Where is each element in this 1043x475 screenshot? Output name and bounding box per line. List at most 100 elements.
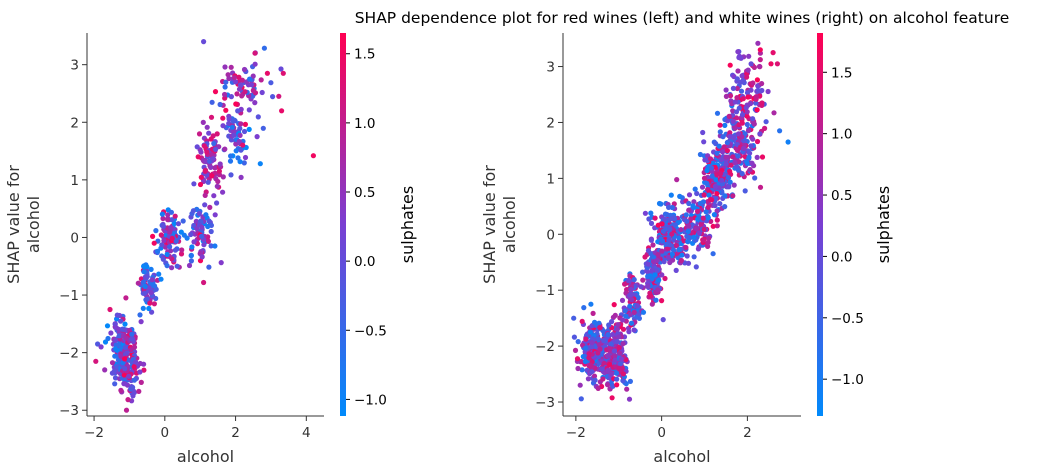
white-wines-point xyxy=(667,226,673,232)
white-wines-point xyxy=(607,346,613,352)
white-wines-point xyxy=(614,338,620,345)
white-wines-point xyxy=(642,210,649,216)
white-wines-point xyxy=(736,159,742,165)
white-wines-point xyxy=(745,128,752,134)
red-wines-point xyxy=(121,372,127,378)
white-wines-point xyxy=(624,386,630,392)
red-wines-x-tick-label: 0 xyxy=(161,425,170,441)
white-wines-point xyxy=(743,105,749,111)
red-wines-point xyxy=(191,239,197,245)
white-wines-point xyxy=(756,63,763,70)
red-wines-point xyxy=(222,95,228,101)
white-wines-point xyxy=(712,202,718,209)
white-wines-point xyxy=(631,277,637,283)
red-wines-point xyxy=(246,126,252,132)
white-wines-point xyxy=(617,350,623,356)
white-wines-point xyxy=(724,148,731,154)
red-wines-point xyxy=(133,359,139,365)
white-wines-point xyxy=(700,199,707,205)
red-wines-point xyxy=(141,269,147,275)
white-wines-point xyxy=(600,376,606,382)
white-wines-point xyxy=(723,93,730,99)
white-wines-point xyxy=(693,226,700,232)
white-wines-point xyxy=(645,273,651,279)
white-wines-point xyxy=(713,177,719,183)
red-wines-point xyxy=(109,370,115,376)
white-wines-point xyxy=(634,303,640,309)
white-wines-point xyxy=(587,329,593,335)
red-wines-y-axis-label-line: SHAP value for xyxy=(4,165,23,284)
white-wines-point xyxy=(730,85,737,91)
red-wines-point xyxy=(199,233,205,239)
white-wines-point xyxy=(749,160,755,166)
white-wines-point xyxy=(723,161,729,167)
white-wines-point xyxy=(714,208,720,214)
red-wines-point xyxy=(216,168,222,174)
white-wines-point xyxy=(754,107,760,113)
red-wines-point xyxy=(252,100,258,106)
white-wines-point xyxy=(757,47,763,53)
red-wines-point xyxy=(113,346,119,352)
white-wines-point xyxy=(744,121,750,128)
red-wines-point xyxy=(220,115,226,121)
white-wines-colorbar: −1.0 −0.5 0.0 0.5 1.0 1.5 xyxy=(817,33,864,416)
white-wines-point xyxy=(652,272,658,278)
red-wines-colorbar: −1.0 −0.5 0.0 0.5 1.0 1.5 xyxy=(340,33,387,416)
red-wines-point xyxy=(128,347,134,353)
white-wines-point xyxy=(701,226,707,232)
white-wines-x-tick-label: −2 xyxy=(566,425,586,441)
white-wines-point xyxy=(616,345,622,351)
white-wines-point xyxy=(721,144,727,150)
white-wines-point xyxy=(653,297,659,303)
white-wines-colorbar-tick-label: 0.0 xyxy=(831,249,852,265)
white-wines-point xyxy=(755,40,761,46)
red-wines-point xyxy=(231,132,237,138)
white-wines-point xyxy=(597,324,603,331)
white-wines-point xyxy=(597,346,603,352)
white-wines-point xyxy=(690,203,696,209)
white-wines-point xyxy=(750,116,756,122)
white-wines-point xyxy=(696,230,703,236)
white-wines-point xyxy=(608,341,614,347)
white-wines-point xyxy=(648,293,654,299)
white-wines-point xyxy=(704,167,710,174)
red-wines-point xyxy=(165,212,171,218)
white-wines-point xyxy=(747,167,753,173)
white-wines-point xyxy=(694,208,701,214)
red-wines-point xyxy=(208,243,214,249)
white-wines-colorbar-tick-label: 1.0 xyxy=(831,127,852,143)
red-wines-point xyxy=(167,244,173,250)
red-wines-point xyxy=(138,319,144,325)
red-wines-point xyxy=(135,280,141,286)
red-wines-point xyxy=(191,181,197,187)
white-wines-point xyxy=(683,244,689,251)
red-wines-point xyxy=(239,77,245,83)
red-wines-point xyxy=(241,66,248,73)
white-wines-point xyxy=(691,234,697,240)
red-wines-point xyxy=(222,84,228,90)
white-wines-point xyxy=(604,373,610,379)
white-wines-colorbar-gradient-bar xyxy=(817,33,823,416)
red-wines-point xyxy=(257,161,263,167)
white-wines-point xyxy=(755,87,761,93)
white-wines-point xyxy=(676,235,682,241)
white-wines-point xyxy=(742,131,748,137)
red-wines-point xyxy=(172,247,178,253)
red-wines-point xyxy=(209,173,215,179)
white-wines-point xyxy=(609,395,615,401)
red-wines-point xyxy=(122,366,128,372)
white-wines-point xyxy=(605,353,611,359)
white-wines-point xyxy=(705,204,711,210)
white-wines-point xyxy=(697,151,704,158)
red-wines-point xyxy=(280,70,286,76)
white-wines-point xyxy=(676,247,682,253)
white-wines-point xyxy=(724,118,731,124)
red-wines-point xyxy=(233,148,239,154)
white-wines-point xyxy=(659,221,665,227)
red-wines-point xyxy=(150,233,156,239)
red-wines-point xyxy=(142,283,148,289)
red-wines-point xyxy=(164,263,170,269)
red-wines-point xyxy=(206,130,212,136)
red-wines-point xyxy=(218,260,224,266)
